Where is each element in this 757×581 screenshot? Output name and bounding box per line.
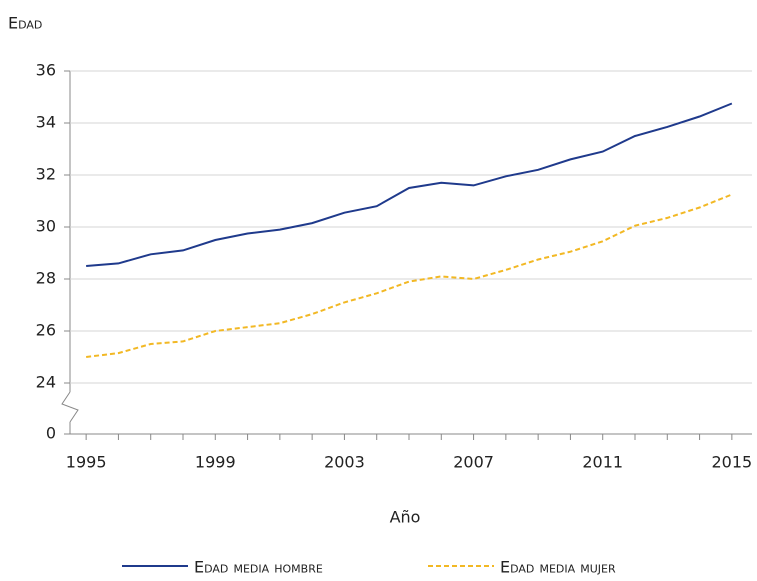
x-tick-label: 2007 — [453, 453, 494, 472]
y-tick-label: 28 — [36, 269, 56, 288]
y-tick-label: 34 — [36, 113, 56, 132]
series-line — [86, 102, 733, 267]
x-tick-label: 1995 — [66, 453, 107, 472]
x-axis-label: Año — [390, 508, 421, 527]
legend-label: Edad media mujer — [500, 558, 616, 577]
x-tick-label: 1999 — [195, 453, 236, 472]
y-tick-label: 30 — [36, 217, 56, 236]
y-tick-label: 32 — [36, 165, 56, 184]
x-tick-label: 2003 — [324, 453, 365, 472]
y-tick-label: 24 — [36, 373, 56, 392]
x-tick-label: 2011 — [582, 453, 623, 472]
y-tick-label: 36 — [36, 61, 56, 80]
x-tick-label: 2015 — [711, 453, 752, 472]
series-line — [86, 193, 733, 358]
y-tick-label: 26 — [36, 321, 56, 340]
y-axis-label: Edad — [8, 14, 42, 33]
y-tick-label: 0 — [46, 424, 56, 443]
axis-break — [61, 391, 79, 423]
legend-label: Edad media hombre — [194, 558, 323, 577]
